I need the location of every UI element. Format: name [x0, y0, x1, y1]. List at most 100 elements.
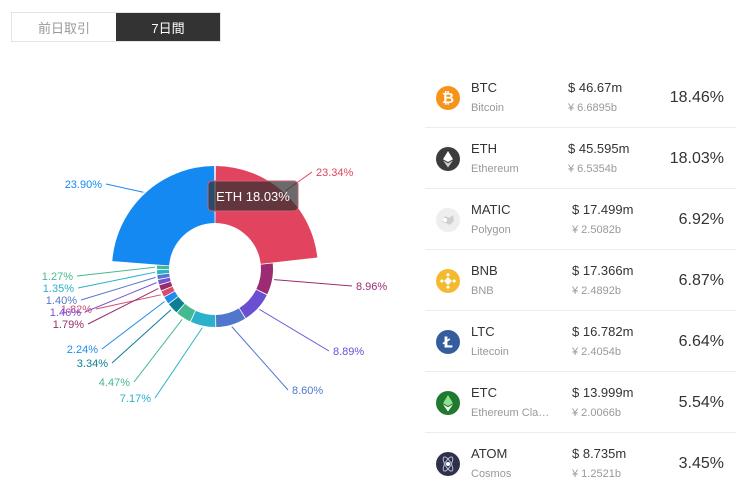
label-leader-line — [154, 327, 203, 399]
coin-volume-usd: $ 45.595m — [568, 141, 630, 156]
coin-row-eth[interactable]: ETH Ethereum $ 45.595m ¥ 6.5354b 18.03% — [425, 128, 736, 189]
slice-label: 1.46% — [50, 307, 81, 319]
coin-row-etc[interactable]: ETC Ethereum Classic $ 13.999m ¥ 2.0066b… — [425, 372, 736, 433]
slice-label: 1.82% — [61, 304, 92, 316]
chart-tooltip: ETH 18.03% — [207, 180, 299, 212]
svg-text:₿: ₿ — [442, 89, 454, 107]
slice-label: 7.17% — [120, 393, 151, 405]
tab-7-days[interactable]: 7日間 — [116, 13, 220, 41]
coin-row-btc[interactable]: ₿ BTC Bitcoin $ 46.67m ¥ 6.6895b 18.46% — [425, 67, 736, 128]
label-leader-line — [111, 309, 172, 364]
slice-label: 23.90% — [65, 179, 103, 191]
pie-slice[interactable] — [157, 265, 170, 270]
slice-label: 1.27% — [42, 271, 73, 283]
label-leader-line — [105, 183, 144, 193]
label-leader-line — [259, 308, 330, 352]
coin-symbol: BNB — [471, 263, 498, 278]
coin-symbol: LTC — [471, 324, 495, 339]
pie-slice[interactable] — [164, 291, 178, 304]
coin-row-matic[interactable]: MATIC Polygon $ 17.499m ¥ 2.5082b 6.92% — [425, 189, 736, 250]
label-leader-line — [274, 279, 353, 287]
label-leader-line — [231, 326, 289, 391]
slice-label: 8.89% — [333, 346, 364, 358]
coin-row-bnb[interactable]: BNB BNB $ 17.366m ¥ 2.4892b 6.87% — [425, 250, 736, 311]
coin-name: Ethereum — [471, 163, 519, 175]
label-leader-line — [77, 271, 156, 289]
slice-label: 23.34% — [316, 167, 354, 179]
pie-slice[interactable] — [157, 269, 170, 275]
coin-volume-cny: ¥ 1.2521b — [572, 468, 621, 480]
coin-row-ltc[interactable]: Ł LTC Litecoin $ 16.782m ¥ 2.4054b 6.64% — [425, 311, 736, 372]
coin-symbol: MATIC — [471, 202, 511, 217]
slice-label: 1.35% — [43, 283, 74, 295]
tooltip-text: ETH 18.03% — [216, 189, 290, 204]
coin-name: Polygon — [471, 224, 511, 236]
pie-slice[interactable] — [256, 263, 273, 295]
slice-label: 4.47% — [99, 377, 130, 389]
pie-slice[interactable] — [159, 281, 173, 291]
label-leader-line — [133, 318, 183, 383]
slice-label: 3.34% — [77, 358, 108, 370]
coin-row-atom[interactable]: ATOM Cosmos $ 8.735m ¥ 1.2521b 3.45% — [425, 433, 736, 494]
coin-name: Litecoin — [471, 346, 509, 358]
donut-chart: 23.34% 8.96% 8.89% 8.60% 7.17% 4.47% 3.34% 2.24… — [42, 166, 387, 405]
svg-text:Ł: Ł — [442, 334, 453, 352]
period-tabs: 前日取引 7日間 — [11, 12, 221, 42]
coin-volume-usd: $ 17.366m — [572, 263, 634, 278]
pie-slice[interactable] — [239, 289, 267, 319]
label-leader-line — [84, 282, 157, 313]
pie-slice[interactable] — [112, 166, 215, 266]
slice-label: 2.24% — [67, 344, 98, 356]
coin-volume-usd: $ 17.499m — [572, 202, 634, 217]
slice-label: 8.60% — [292, 385, 323, 397]
cosmos-icon — [436, 452, 460, 476]
bitcoin-icon: ₿ — [436, 86, 460, 110]
label-leader-line — [76, 266, 156, 277]
coin-volume-usd: $ 8.735m — [572, 446, 627, 461]
pie-slice[interactable] — [215, 308, 246, 327]
coin-symbol: ETC — [471, 385, 497, 400]
pie-slice[interactable] — [157, 273, 170, 280]
polygon-icon — [436, 208, 460, 232]
label-leader-line — [101, 301, 165, 350]
label-leader-line — [95, 294, 161, 310]
slice-label: 1.79% — [53, 319, 84, 331]
litecoin-icon: Ł — [436, 330, 460, 354]
coin-volume-usd: $ 13.999m — [572, 385, 634, 400]
coin-share: 6.87% — [678, 272, 724, 289]
ethereum-classic-icon — [436, 391, 460, 415]
coin-symbol: BTC — [471, 80, 497, 95]
coin-volume-cny: ¥ 2.4892b — [572, 285, 621, 297]
ethereum-icon — [436, 147, 460, 171]
coin-share: 3.45% — [678, 455, 724, 472]
coin-name: BNB — [471, 285, 494, 297]
pie-slice[interactable] — [158, 277, 171, 285]
coin-name: Bitcoin — [471, 102, 505, 114]
coin-volume-cny: ¥ 2.4054b — [572, 346, 621, 358]
coin-volume-cny: ¥ 6.6895b — [568, 102, 617, 114]
pie-slice[interactable] — [168, 296, 185, 313]
coin-share: 6.92% — [678, 211, 724, 228]
pie-slice[interactable] — [190, 310, 216, 327]
coin-symbol: ETH — [471, 141, 497, 156]
coin-share: 6.64% — [678, 333, 724, 350]
slice-label: 1.40% — [46, 295, 77, 307]
coin-volume-usd: $ 46.67m — [568, 80, 623, 95]
coin-name: Ethereum Classic — [471, 407, 553, 419]
coin-volume-cny: ¥ 2.5082b — [572, 224, 621, 236]
coin-volume-usd: $ 16.782m — [572, 324, 634, 339]
coin-symbol: ATOM — [471, 446, 508, 461]
coin-volume-cny: ¥ 2.0066b — [572, 407, 621, 419]
label-leader-line — [80, 276, 156, 301]
coin-name: Cosmos — [471, 468, 512, 480]
slice-label: 8.96% — [356, 281, 387, 293]
tooltip-box — [207, 180, 299, 212]
tab-previous-day[interactable]: 前日取引 — [37, 20, 90, 36]
coin-share: 18.03% — [669, 150, 724, 167]
pie-slice[interactable] — [161, 286, 175, 297]
bnb-icon — [436, 269, 460, 293]
coin-share: 18.46% — [669, 89, 724, 106]
pie-slice[interactable] — [177, 303, 196, 322]
coin-share: 5.54% — [678, 394, 724, 411]
coin-volume-cny: ¥ 6.5354b — [568, 163, 617, 175]
